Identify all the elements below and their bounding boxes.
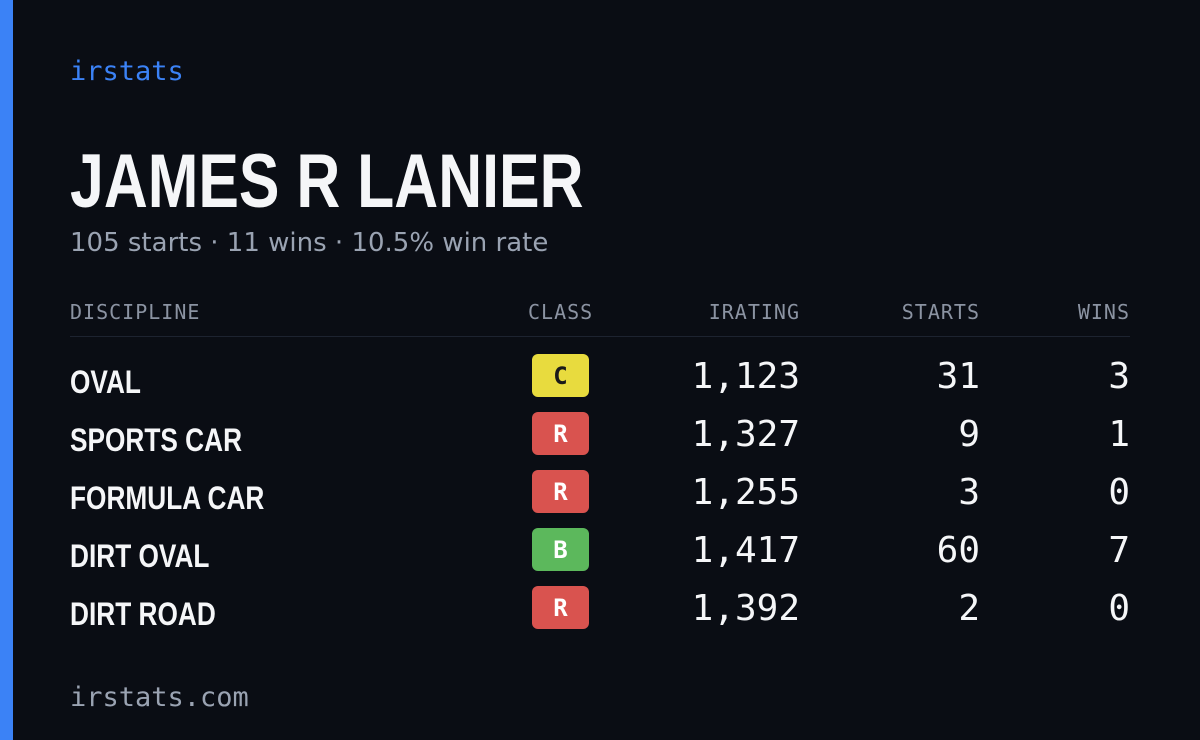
starts-value: 60: [936, 530, 980, 571]
class-badge: R: [532, 470, 589, 513]
wins-value: 3: [1108, 356, 1130, 397]
table-row: DIRT ROAD R 1,392 2 0: [70, 586, 1130, 644]
discipline-name: DIRT OVAL: [70, 538, 210, 574]
irating-value: 1,417: [691, 530, 800, 571]
discipline-name: SPORTS CAR: [70, 422, 243, 458]
irating-value: 1,255: [691, 472, 800, 513]
accent-bar: [0, 0, 13, 740]
header-starts: STARTS: [901, 300, 980, 324]
brand-logo[interactable]: irstats: [70, 56, 184, 87]
header-discipline: DISCIPLINE: [70, 300, 201, 324]
driver-summary: 105 starts · 11 wins · 10.5% win rate: [70, 228, 549, 258]
table-row: FORMULA CAR R 1,255 3 0: [70, 470, 1130, 528]
header-class: CLASS: [528, 300, 594, 324]
table-row: DIRT OVAL B 1,417 60 7: [70, 528, 1130, 586]
wins-value: 0: [1108, 588, 1130, 629]
class-badge: B: [532, 528, 589, 571]
wins-value: 0: [1108, 472, 1130, 513]
irating-value: 1,392: [691, 588, 800, 629]
class-badge: R: [532, 412, 589, 455]
starts-value: 31: [936, 356, 980, 397]
discipline-name: FORMULA CAR: [70, 480, 265, 516]
driver-name: JAMES R LANIER: [70, 139, 584, 224]
footer-link[interactable]: irstats.com: [70, 682, 249, 713]
starts-value: 9: [958, 414, 980, 455]
class-badge: R: [532, 586, 589, 629]
table-row: OVAL C 1,123 31 3: [70, 354, 1130, 412]
header-wins: WINS: [1077, 300, 1130, 324]
wins-value: 7: [1108, 530, 1130, 571]
irating-value: 1,123: [691, 356, 800, 397]
wins-value: 1: [1108, 414, 1130, 455]
class-badge: C: [532, 354, 589, 397]
discipline-name: OVAL: [70, 364, 141, 400]
starts-value: 3: [958, 472, 980, 513]
discipline-name: DIRT ROAD: [70, 596, 216, 632]
header-irating: IRATING: [708, 300, 800, 324]
table-row: SPORTS CAR R 1,327 9 1: [70, 412, 1130, 470]
table-header: DISCIPLINE CLASS IRATING STARTS WINS: [70, 300, 1130, 337]
irating-value: 1,327: [691, 414, 800, 455]
starts-value: 2: [958, 588, 980, 629]
